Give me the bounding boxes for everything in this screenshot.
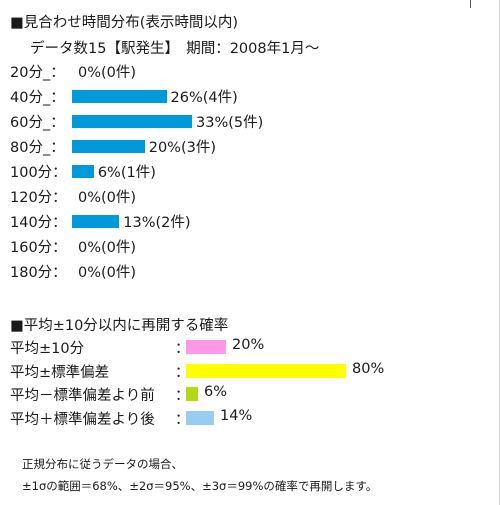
dist-category-label: 160分： [10, 240, 67, 256]
dist-value-label: 0%(0件) [78, 265, 137, 281]
prob-separator: ： [175, 364, 190, 381]
prob-value-label: 14% [220, 407, 253, 424]
prob-separator: ： [175, 411, 190, 428]
dist-category-label: 40分_： [10, 90, 65, 106]
probability-title: ■平均±10分以内に再開する確率 [10, 318, 229, 334]
dist-bar [72, 140, 145, 153]
prob-category-label: 平均＋標準偏差より後 [10, 411, 155, 428]
note-line-1: 正規分布に従うデータの場合、 [22, 457, 183, 471]
dist-bar [72, 90, 167, 103]
prob-category-label: 平均±10分 [10, 341, 85, 357]
prob-category-label: 平均－標準偏差より前 [10, 388, 155, 404]
dist-category-label: 180分： [10, 265, 67, 281]
distribution-subtitle: データ数15【駅発生】 期間：2008年1月～ [30, 41, 320, 57]
prob-value-label: 80% [352, 360, 385, 377]
prob-value-label: 6% [204, 384, 228, 400]
prob-separator: ： [175, 341, 190, 357]
dist-category-label: 120分： [10, 190, 67, 206]
prob-category-label: 平均±標準偏差 [10, 364, 110, 381]
dist-value-label: 0%(0件) [78, 240, 137, 256]
dist-value-label: 0%(0件) [78, 190, 137, 206]
distribution-title: ■見合わせ時間分布(表示時間以内) [10, 15, 239, 31]
dist-category-label: 140分： [10, 215, 67, 231]
prob-bar [186, 387, 198, 401]
dist-category-label: 60分_： [10, 115, 65, 131]
prob-bar [186, 363, 346, 378]
prob-value-label: 20% [232, 337, 265, 353]
dist-category-label: 20分_： [10, 65, 65, 81]
dist-value-label: 13%(2件) [123, 215, 191, 231]
prob-bar [186, 340, 226, 354]
dist-value-label: 6%(1件) [97, 165, 156, 181]
dist-category-label: 80分_： [10, 140, 65, 156]
dist-category-label: 100分： [10, 165, 67, 181]
dist-value-label: 20%(3件) [148, 140, 216, 156]
prob-bar [186, 410, 214, 425]
note-line-2: ±1σの範囲＝68%、±2σ＝95%、±3σ＝99%の確率で再開します。 [22, 479, 378, 493]
dist-bar [72, 215, 120, 228]
dist-value-label: 26%(4件) [170, 90, 238, 106]
prob-separator: ： [175, 388, 190, 404]
dist-value-label: 0%(0件) [78, 65, 137, 81]
dist-bar [72, 115, 192, 128]
dist-value-label: 33%(5件) [196, 115, 264, 131]
corner-tick [470, 0, 471, 8]
dist-bar [72, 165, 94, 178]
